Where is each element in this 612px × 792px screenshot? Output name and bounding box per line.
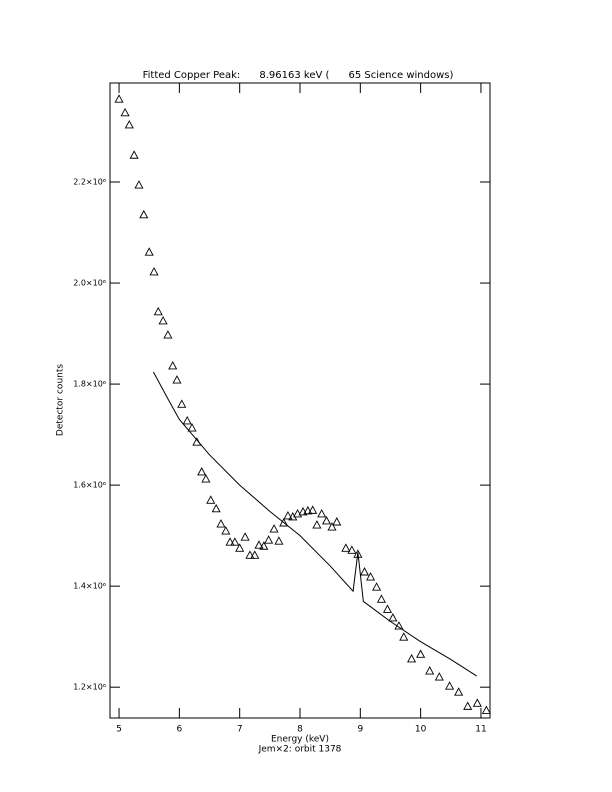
data-point [327, 522, 337, 531]
y-tick-label: 2.0×10⁶ [73, 279, 106, 288]
data-point [158, 315, 168, 325]
data-point [240, 532, 250, 541]
data-point [399, 632, 409, 641]
data-point [134, 180, 144, 189]
data-point [481, 705, 491, 714]
data-point [359, 567, 370, 576]
y-tick-label: 1.2×10⁶ [73, 683, 106, 692]
data-point [425, 666, 435, 675]
data-point [245, 550, 255, 559]
data-point [259, 541, 269, 550]
plot-frame [109, 82, 491, 719]
y-tick-label: 1.6×10⁶ [73, 481, 106, 490]
data-point [347, 545, 357, 554]
data-point [274, 536, 284, 545]
y-tick-label: 1.4×10⁶ [73, 582, 106, 591]
data-point [197, 467, 207, 476]
data-point [445, 681, 455, 690]
data-point [382, 604, 393, 613]
data-point [235, 543, 245, 552]
data-point [254, 540, 264, 549]
data-point [388, 613, 398, 622]
data-point [472, 698, 482, 707]
x-tick-label: 5 [116, 725, 122, 735]
data-point [264, 535, 274, 544]
x-tick-label: 6 [176, 725, 182, 735]
data-point [407, 653, 417, 663]
x-axis-label: Energy (keV) [271, 735, 329, 745]
data-point [303, 505, 313, 515]
data-point [225, 537, 235, 546]
data-point [353, 549, 363, 558]
x-tick-label: 11 [475, 725, 486, 735]
data-point [139, 209, 149, 219]
data-point [114, 94, 124, 103]
data-point [288, 511, 298, 521]
data-point [144, 247, 154, 256]
data-point [279, 518, 289, 527]
data-point [230, 537, 240, 546]
data-point [153, 306, 163, 316]
data-point [372, 582, 382, 591]
data-point [172, 375, 182, 384]
y-axis-label: Detector counts [56, 364, 66, 436]
data-point [120, 107, 130, 117]
data-point [129, 150, 139, 159]
fit-line [152, 371, 478, 677]
data-point [211, 503, 221, 513]
data-point [454, 687, 464, 696]
data-point [216, 519, 226, 528]
data-point [187, 423, 197, 432]
data-point [341, 543, 351, 552]
y-tick-label: 2.2×10⁶ [73, 178, 106, 187]
data-point [149, 266, 159, 276]
data-point [293, 508, 303, 518]
x-tick-label: 10 [415, 725, 427, 735]
data-point [269, 524, 279, 533]
data-point [312, 520, 322, 529]
data-point [168, 360, 178, 370]
data-point [416, 649, 426, 658]
data-point [177, 399, 187, 408]
data-point [332, 517, 342, 526]
data-point [221, 526, 231, 535]
data-point [201, 474, 211, 483]
data-point [250, 550, 260, 559]
data-point [283, 510, 293, 520]
data-point [317, 508, 327, 518]
subtitle: Jem×2: orbit 1378 [258, 745, 342, 755]
x-tick-label: 9 [357, 725, 363, 735]
data-point [434, 672, 444, 681]
data-point [376, 594, 386, 603]
data-point [163, 330, 173, 339]
data-point [321, 516, 332, 525]
y-tick-label: 1.8×10⁶ [73, 380, 106, 389]
data-point [463, 701, 473, 710]
data-point [206, 495, 216, 504]
data-point [366, 572, 376, 581]
chart-title: Fitted Copper Peak: 8.96163 keV ( 65 Sci… [143, 70, 454, 81]
data-point [182, 416, 192, 425]
x-tick-label: 8 [297, 725, 303, 735]
data-point [124, 119, 134, 129]
x-tick-label: 7 [237, 725, 243, 735]
data-point [308, 505, 318, 514]
